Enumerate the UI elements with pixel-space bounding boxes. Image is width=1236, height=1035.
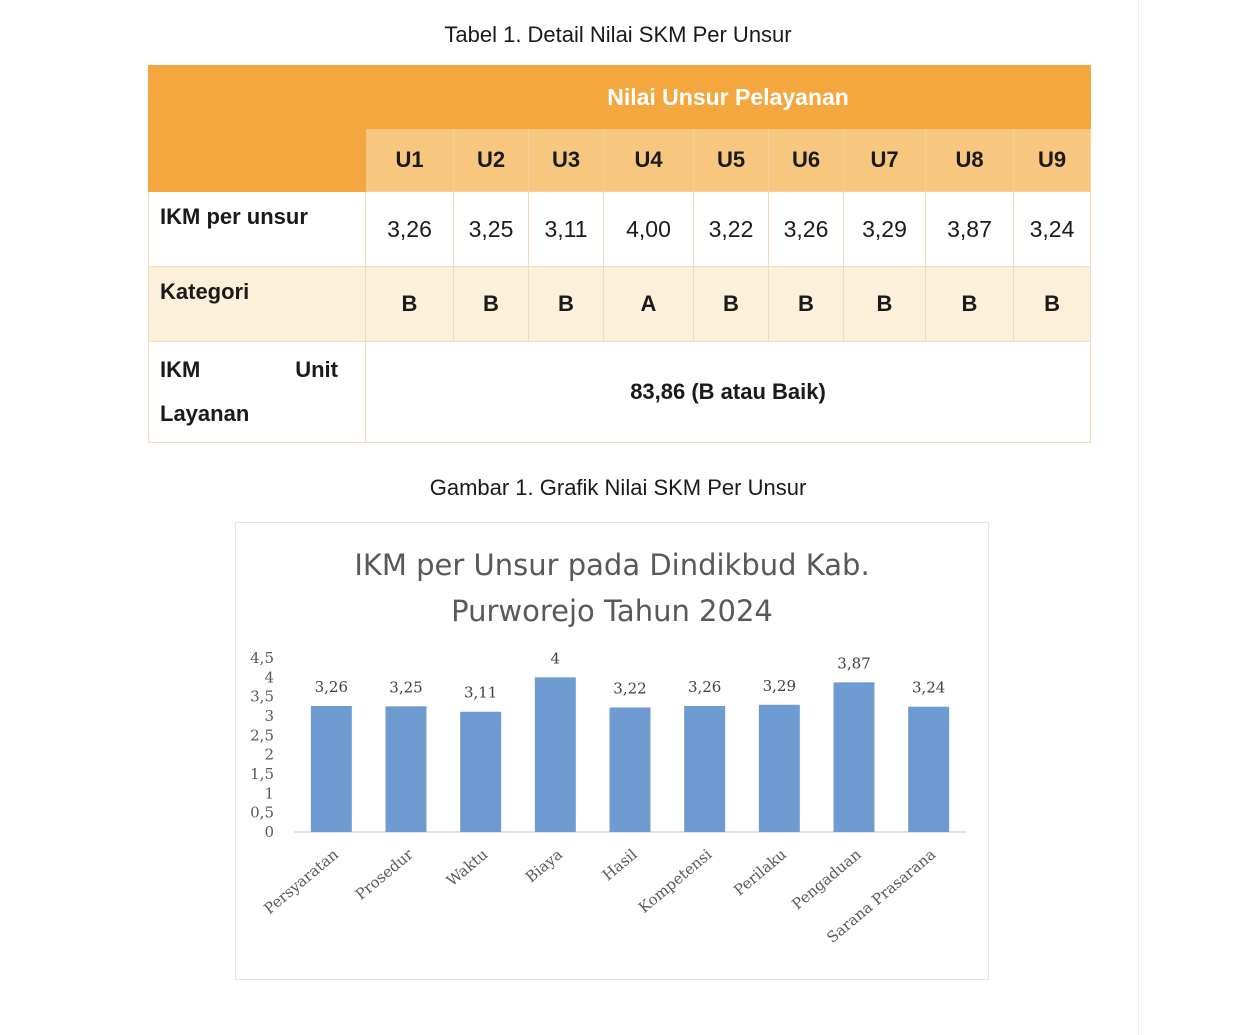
data-label: 3,24 bbox=[912, 679, 945, 697]
kategori-value-cell: B bbox=[693, 266, 769, 342]
chart-title-line-2: Purworejo Tahun 2024 bbox=[451, 594, 773, 628]
page-edge bbox=[1138, 0, 1139, 1035]
bar-biaya bbox=[534, 677, 576, 832]
y-tick-label: 4,5 bbox=[250, 649, 274, 667]
y-tick-label: 0 bbox=[264, 823, 274, 841]
bar-chart: IKM per Unsur pada Dindikbud Kab. Purwore… bbox=[250, 548, 966, 947]
figure-caption: Gambar 1. Grafik Nilai SKM Per Unsur bbox=[429, 475, 807, 500]
x-tick-label: Perilaku bbox=[730, 845, 790, 899]
y-tick-label: 4 bbox=[264, 668, 274, 686]
data-label: 3,26 bbox=[315, 678, 348, 696]
bar-persyaratan bbox=[310, 705, 352, 832]
ikm-value-cell: 4,00 bbox=[603, 191, 694, 267]
kategori-value-cell: B bbox=[365, 266, 454, 342]
unit-label-word-1: IKM bbox=[160, 357, 201, 382]
chart-title-line-1: IKM per Unsur pada Dindikbud Kab. bbox=[354, 548, 869, 582]
x-tick-label: Hasil bbox=[599, 845, 641, 884]
ikm-value-cell: 3,11 bbox=[528, 191, 604, 267]
y-tick-label: 0,5 bbox=[250, 804, 274, 822]
kategori-value-cell: B bbox=[528, 266, 604, 342]
table-caption: Tabel 1. Detail Nilai SKM Per Unsur bbox=[444, 22, 792, 47]
bar-prosedur bbox=[385, 706, 427, 832]
data-label: 3,25 bbox=[389, 678, 422, 696]
ikm-value-cell: 3,87 bbox=[925, 191, 1014, 267]
unit-label-word-3: Layanan bbox=[160, 401, 250, 426]
data-label: 3,11 bbox=[464, 684, 497, 702]
ikm-value-cell: 3,26 bbox=[768, 191, 844, 267]
table-corner-cell bbox=[148, 65, 366, 192]
kategori-value-cell: B bbox=[453, 266, 529, 342]
y-tick-label: 3,5 bbox=[250, 688, 274, 706]
group-header: Nilai Unsur Pelayanan bbox=[364, 65, 1092, 129]
data-label: 4 bbox=[551, 649, 561, 667]
code-header-u3: U3 bbox=[528, 128, 604, 192]
bar-sarana-prasarana bbox=[908, 706, 950, 832]
ikm-value-cell: 3,29 bbox=[843, 191, 926, 267]
x-tick-label: Persyaratan bbox=[260, 845, 342, 918]
ikm-value-cell: 3,25 bbox=[453, 191, 529, 267]
bar-hasil bbox=[609, 707, 651, 832]
data-label: 3,87 bbox=[837, 654, 870, 672]
bar-waktu bbox=[460, 711, 502, 832]
x-tick-label: Waktu bbox=[443, 845, 491, 890]
kategori-value-cell: A bbox=[603, 266, 694, 342]
y-tick-label: 1,5 bbox=[250, 765, 274, 783]
code-header-u7: U7 bbox=[843, 128, 926, 192]
y-tick-label: 2,5 bbox=[250, 726, 274, 744]
unit-label-word-2: Unit bbox=[295, 357, 338, 382]
kategori-value-cell: B bbox=[925, 266, 1014, 342]
data-label: 3,26 bbox=[688, 678, 721, 696]
data-label: 3,29 bbox=[763, 677, 796, 695]
code-header-u2: U2 bbox=[453, 128, 529, 192]
skm-table: Nilai Unsur Pelayanan U1 U2 U3 U4 U5 U6 U7 U8 U9… bbox=[148, 65, 1092, 443]
ikm-row-label: IKM per unsur bbox=[148, 191, 366, 267]
bar-kompetensi bbox=[684, 705, 726, 832]
code-header-u1: U1 bbox=[365, 128, 454, 192]
y-tick-label: 3 bbox=[264, 707, 274, 725]
bar-pengaduan bbox=[833, 682, 875, 832]
x-tick-label: Biaya bbox=[522, 845, 566, 886]
data-label: 3,22 bbox=[613, 679, 646, 697]
code-header-u5: U5 bbox=[693, 128, 769, 192]
code-header-u8: U8 bbox=[925, 128, 1014, 192]
chart-frame: IKM per Unsur pada Dindikbud Kab. Purwore… bbox=[235, 522, 989, 980]
kategori-value-cell: B bbox=[768, 266, 844, 342]
x-tick-label: Prosedur bbox=[352, 845, 417, 904]
bar-perilaku bbox=[758, 704, 800, 832]
kategori-row-label: Kategori bbox=[148, 266, 366, 342]
ikm-value-cell: 3,26 bbox=[365, 191, 454, 267]
unit-value: 83,86 (B atau Baik) bbox=[364, 341, 1092, 443]
unit-row-label: IKM Unit Layanan bbox=[148, 341, 366, 443]
ikm-value-cell: 3,22 bbox=[693, 191, 769, 267]
kategori-value-cell: B bbox=[843, 266, 926, 342]
x-tick-label: Pengaduan bbox=[788, 845, 864, 913]
kategori-value-cell: B bbox=[1012, 266, 1092, 342]
code-header-u4: U4 bbox=[603, 128, 694, 192]
y-tick-label: 2 bbox=[264, 746, 274, 764]
ikm-value-cell: 3,24 bbox=[1012, 191, 1092, 267]
code-header-u6: U6 bbox=[768, 128, 844, 192]
code-header-u9: U9 bbox=[1012, 128, 1092, 192]
y-tick-label: 1 bbox=[264, 784, 274, 802]
x-tick-label: Kompetensi bbox=[635, 845, 715, 917]
